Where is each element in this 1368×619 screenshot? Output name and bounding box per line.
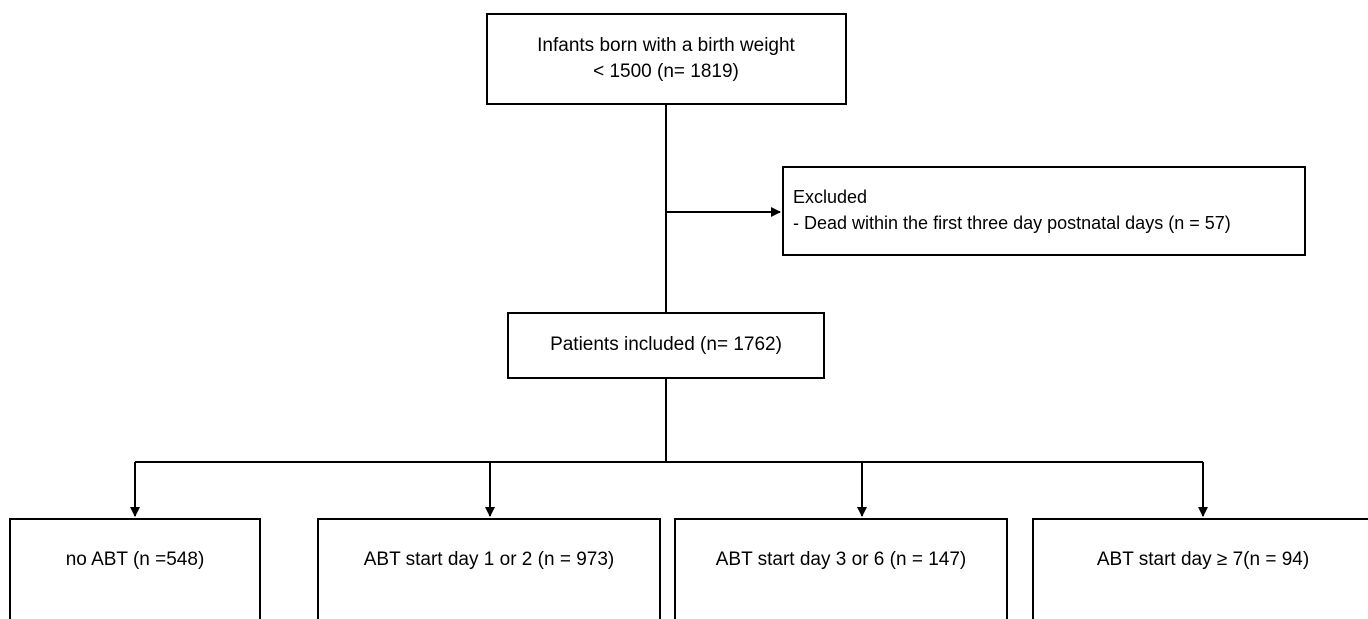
node-label: - Dead within the first three day postna…	[793, 213, 1231, 233]
node-box	[9, 518, 261, 619]
node-box	[1032, 518, 1368, 619]
node-box	[674, 518, 1008, 619]
node-box	[507, 312, 825, 379]
node-label: ABT start day 3 or 6 (n = 147)	[716, 549, 966, 570]
node-label: ABT start day ≥ 7(n = 94)	[1097, 549, 1309, 570]
node-label: Infants born with a birth weight	[537, 35, 795, 56]
node-label: ABT start day 1 or 2 (n = 973)	[364, 549, 614, 570]
node-box	[486, 13, 847, 105]
node-label: Excluded	[793, 187, 867, 207]
node-box	[782, 166, 1306, 256]
node-box	[317, 518, 661, 619]
node-label: Patients included (n= 1762)	[550, 334, 782, 355]
node-label: no ABT (n =548)	[66, 549, 205, 570]
node-label: < 1500 (n= 1819)	[593, 61, 739, 82]
